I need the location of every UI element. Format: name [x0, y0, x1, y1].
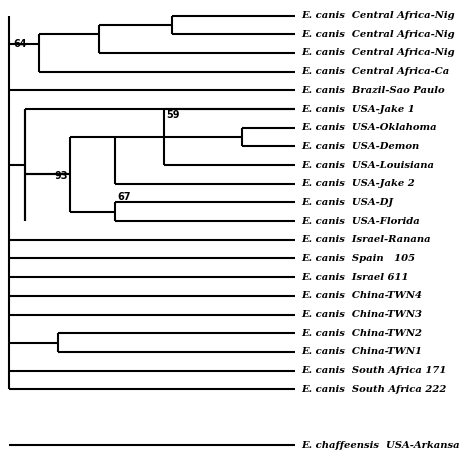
Text: 93: 93	[55, 171, 68, 181]
Text: E. canis  USA-Oklahoma: E. canis USA-Oklahoma	[301, 123, 437, 132]
Text: 67: 67	[117, 192, 131, 202]
Text: E. canis  China-TWN4: E. canis China-TWN4	[301, 292, 422, 301]
Text: E. canis  Central Africa-Nig: E. canis Central Africa-Nig	[301, 48, 455, 57]
Text: E. canis  China-TWN1: E. canis China-TWN1	[301, 347, 422, 356]
Text: E. canis  USA-DJ: E. canis USA-DJ	[301, 198, 393, 207]
Text: E. canis  Central Africa-Nig: E. canis Central Africa-Nig	[301, 11, 455, 20]
Text: E. canis  South Africa 222: E. canis South Africa 222	[301, 385, 447, 394]
Text: E. canis  Brazil-Sao Paulo: E. canis Brazil-Sao Paulo	[301, 86, 445, 95]
Text: E. canis  USA-Florida: E. canis USA-Florida	[301, 217, 419, 226]
Text: E. canis  Central Africa-Ca: E. canis Central Africa-Ca	[301, 67, 449, 76]
Text: E. canis  USA-Louisiana: E. canis USA-Louisiana	[301, 161, 434, 170]
Text: E. canis  USA-Demon: E. canis USA-Demon	[301, 142, 419, 151]
Text: 64: 64	[13, 39, 27, 49]
Text: 59: 59	[166, 109, 180, 119]
Text: E. canis  Spain   105: E. canis Spain 105	[301, 254, 415, 263]
Text: E. canis  China-TWN3: E. canis China-TWN3	[301, 310, 422, 319]
Text: E. canis  Central Africa-Nig: E. canis Central Africa-Nig	[301, 30, 455, 39]
Text: E. canis  Israel-Ranana: E. canis Israel-Ranana	[301, 235, 430, 244]
Text: E. canis  China-TWN2: E. canis China-TWN2	[301, 328, 422, 337]
Text: E. canis  Israel 611: E. canis Israel 611	[301, 273, 409, 282]
Text: E. canis  USA-Jake 1: E. canis USA-Jake 1	[301, 105, 415, 114]
Text: E. canis  South Africa 171: E. canis South Africa 171	[301, 366, 447, 375]
Text: E. chaffeensis  USA-Arkansa: E. chaffeensis USA-Arkansa	[301, 441, 459, 450]
Text: E. canis  USA-Jake 2: E. canis USA-Jake 2	[301, 179, 415, 188]
